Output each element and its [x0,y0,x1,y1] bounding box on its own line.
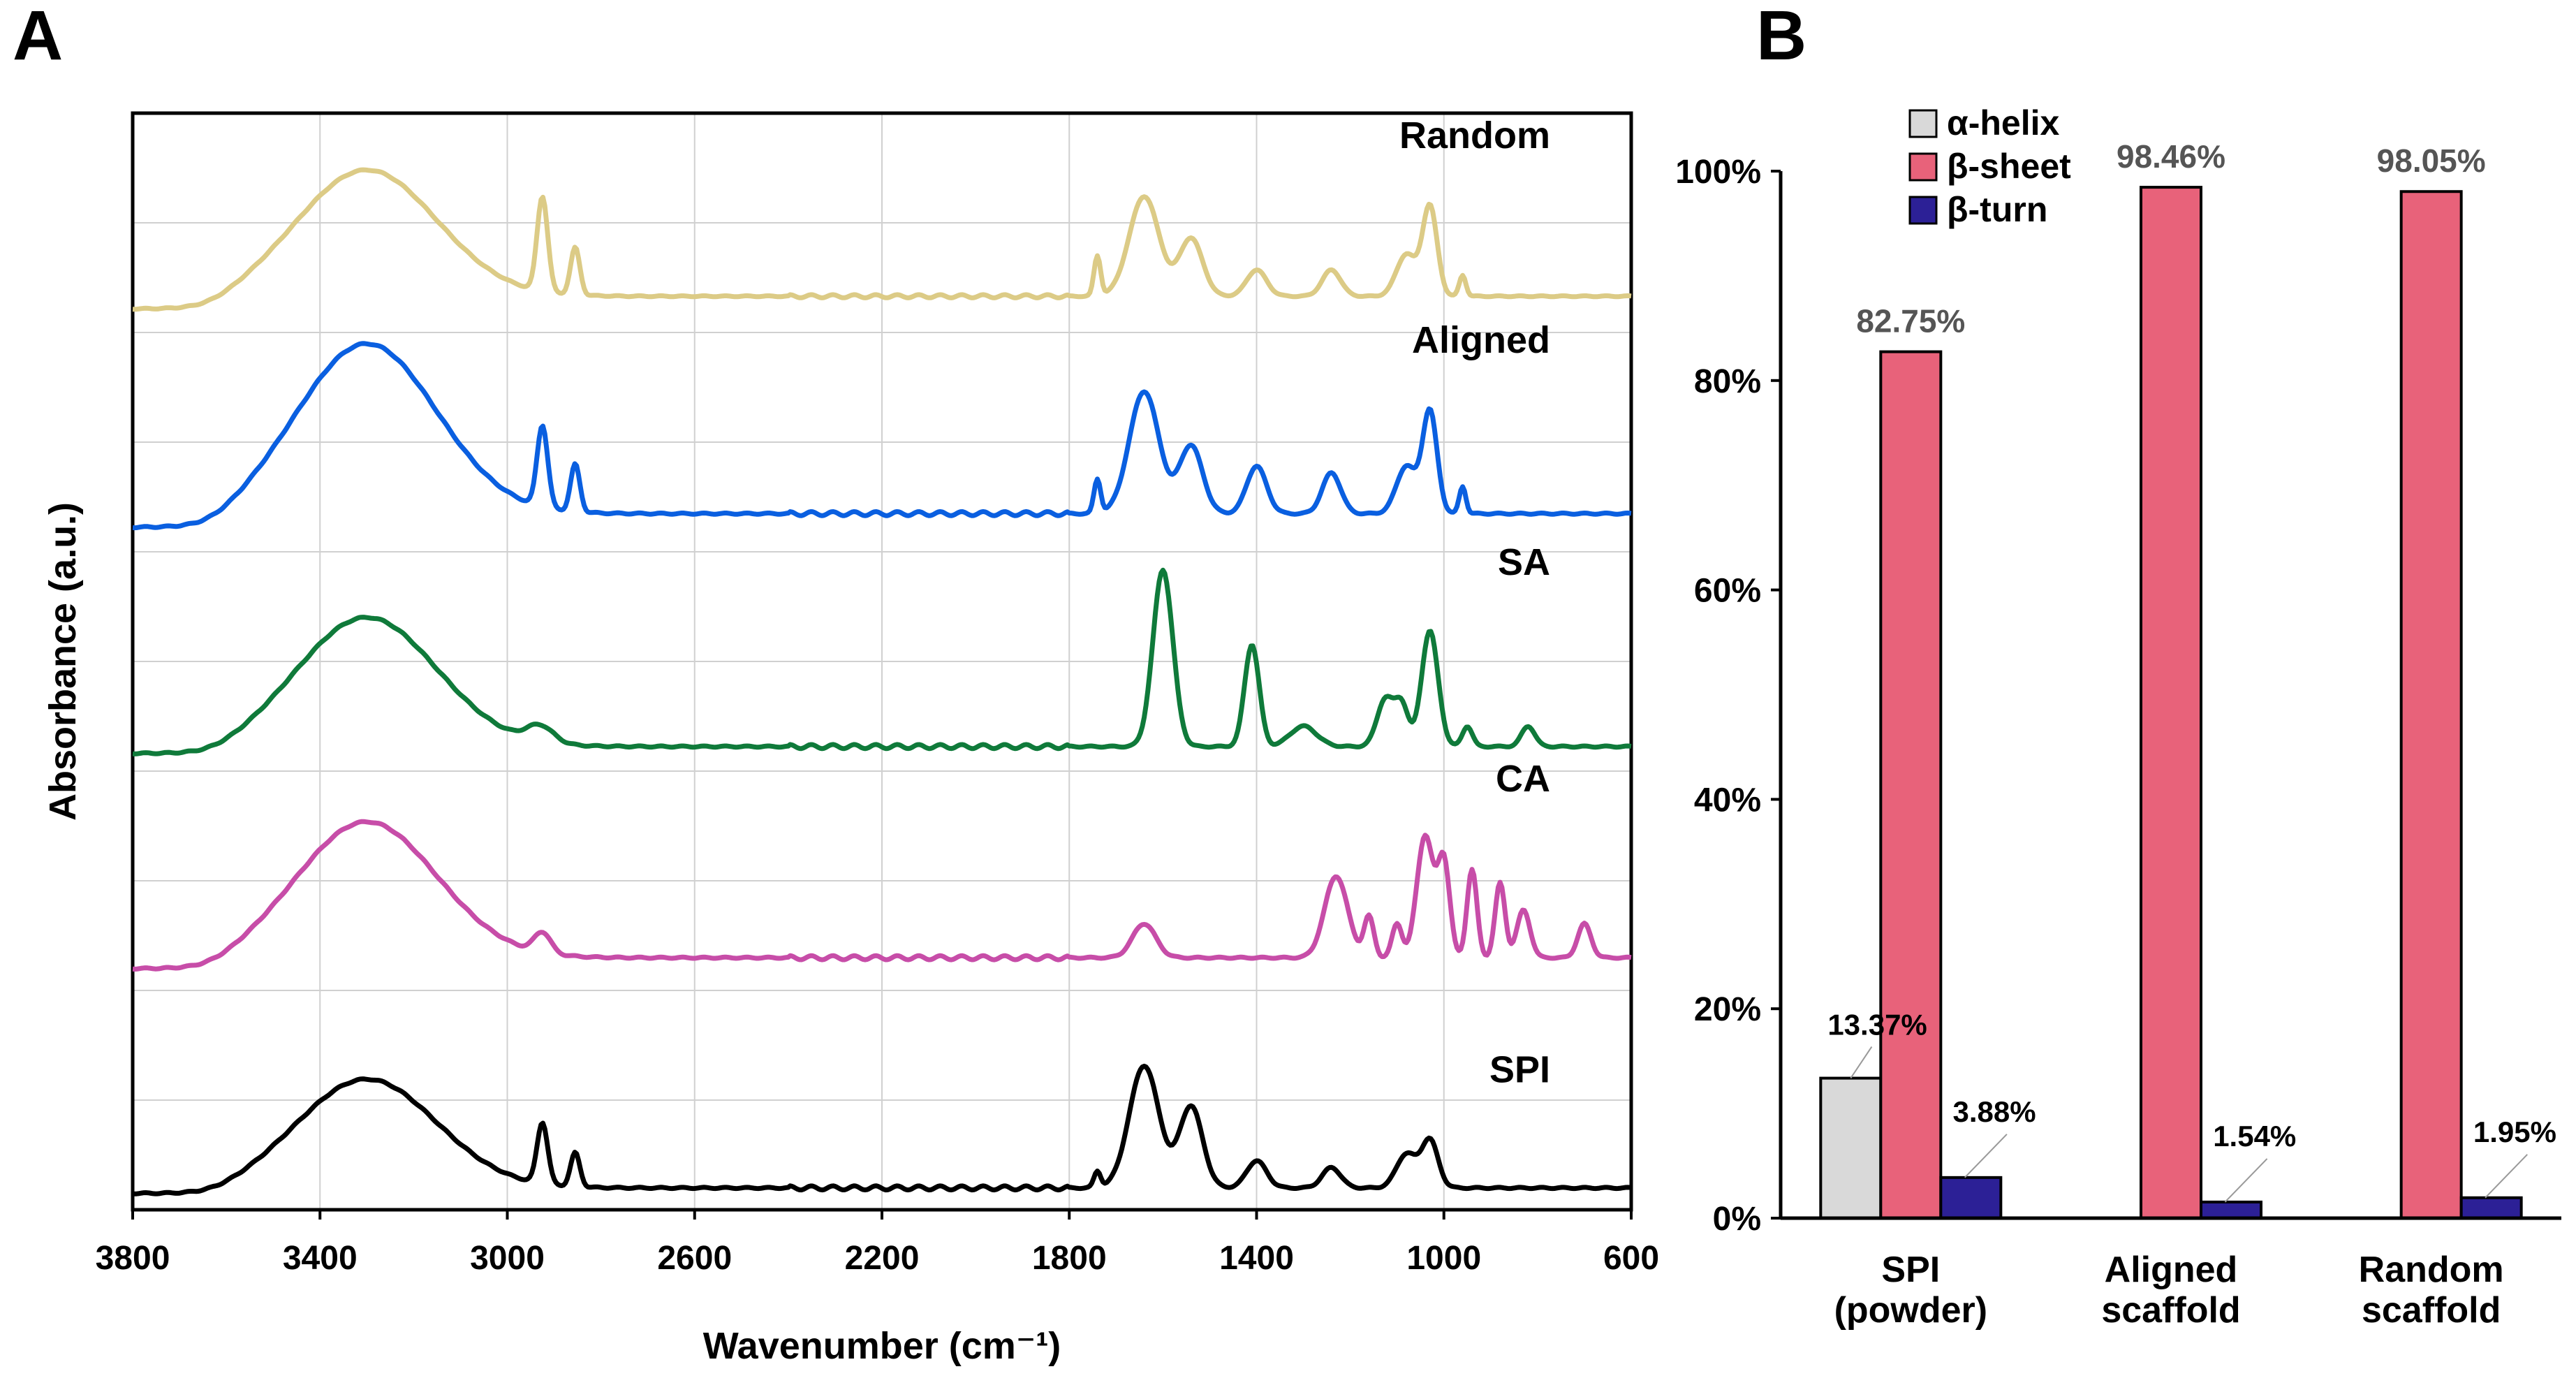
legend-label: α-helix [1947,103,2060,142]
ftir-x-tick-label: 3000 [470,1240,545,1277]
bar-value-label: 98.05% [2377,142,2486,179]
bar-beta-turn [2459,1196,2523,1220]
ftir-x-axis-label: Wavenumber (cm⁻¹) [703,1325,1061,1367]
bar-category-label: (powder) [1834,1290,1988,1331]
bar-legend: α-helix β-sheet β-turn [1908,103,2071,229]
legend-swatch [1908,109,1938,138]
legend-label: β-sheet [1947,147,2071,186]
ftir-series-line-aligned [132,341,1632,531]
legend-swatch [1908,152,1938,182]
bar-label-leader [2224,1158,2268,1203]
ftir-series-label: SA [1498,541,1550,583]
bar-y-tick-label: 20% [1694,991,1761,1028]
ftir-series-label: Random [1399,115,1550,156]
bar-value-label: 1.95% [2473,1115,2556,1148]
ftir-series-label: SPI [1489,1048,1550,1090]
ftir-series-line-sa [132,567,1632,756]
ftir-x-tick-label: 1000 [1406,1240,1481,1277]
ftir-x-tick-label: 2200 [845,1240,920,1277]
bar-category-label: scaffold [2101,1290,2240,1331]
panel-label-b: B [1756,0,1806,75]
bar-value-label: 1.54% [2213,1120,2296,1152]
ftir-series-line-ca [132,819,1632,972]
ftir-panel: Random Aligned SA CA SPI 3800 3400 3000 2600 220… [42,111,1659,1367]
bar-label-leader [2485,1154,2528,1199]
bar-value-labels: 13.37% 82.75% 3.88% 98.46% 1.54% 98.05% 1.95% [1827,138,2556,1203]
panel-label-a: A [13,0,63,75]
bar-category-label: SPI [1881,1250,1940,1290]
bar-beta-sheet [2140,186,2202,1220]
bar-beta-sheet [2399,190,2463,1220]
bar-category-label: scaffold [2362,1290,2501,1331]
bar-value-label: 3.88% [1953,1095,2036,1128]
bar-y-ticks: 0% 20% 40% 60% 80% 100% [1675,154,1781,1238]
ftir-spectra [132,167,1632,1196]
ftir-series-label: CA [1496,758,1550,800]
ftir-x-ticks: 3800 3400 3000 2600 2200 1800 1400 1000 600 [96,1210,1659,1277]
bar-y-tick-label: 0% [1713,1201,1761,1238]
bar-category-label: Aligned [2105,1250,2238,1290]
bar-label-leader [1850,1046,1873,1079]
ftir-x-tick-label: 1800 [1032,1240,1107,1277]
bar-y-tick-label: 40% [1694,782,1761,819]
ftir-series-label: Aligned [1412,319,1550,361]
bar-value-label: 98.46% [2117,138,2225,175]
secondary-structure-panel: 0% 20% 40% 60% 80% 100% 13.37% 82.75% 3.88% 98.4… [1675,103,2561,1331]
bar-label-leader [1964,1134,2008,1178]
bar-beta-turn [2200,1200,2262,1220]
ftir-y-axis-label: Absorbance (a.u.) [42,502,84,821]
legend-swatch [1908,196,1938,225]
ftir-series-labels: Random Aligned SA CA SPI [1399,115,1550,1090]
bar-value-label: 13.37% [1827,1009,1927,1041]
ftir-series-line-random [132,167,1632,312]
bar-beta-turn [1939,1176,2003,1220]
bar-category-label: Random [2359,1250,2504,1290]
bar-alpha-helix [1819,1076,1883,1220]
ftir-x-tick-label: 3400 [283,1240,358,1277]
bar-y-tick-label: 80% [1694,363,1761,400]
bar-y-tick-label: 60% [1694,573,1761,610]
bar-beta-sheet [1879,350,1943,1220]
bar-value-label: 82.75% [1856,303,1965,339]
ftir-x-tick-label: 600 [1603,1240,1659,1277]
ftir-x-tick-label: 2600 [657,1240,732,1277]
ftir-series-line-spi [132,1063,1632,1196]
ftir-grid [133,113,1631,1210]
bar-y-tick-label: 100% [1675,154,1761,191]
legend-label: β-turn [1947,190,2047,229]
ftir-x-tick-label: 3800 [96,1240,170,1277]
ftir-x-tick-label: 1400 [1219,1240,1294,1277]
bar-marks [1819,186,2523,1220]
